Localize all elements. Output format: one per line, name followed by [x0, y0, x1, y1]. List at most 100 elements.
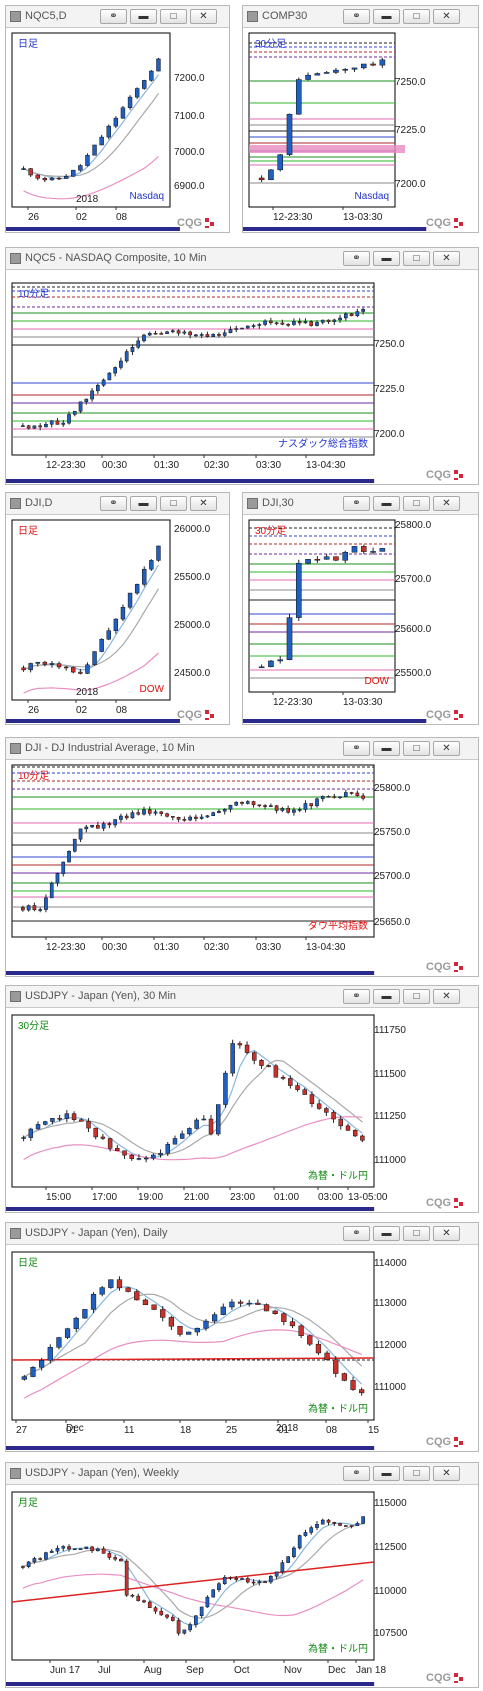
price-chart[interactable]: 26000.0 25500.0 25000.0 24500.0 26 02 08 日足 DOW 2…: [6, 516, 229, 724]
cqg-logo: CQG: [426, 709, 463, 721]
chart-plot[interactable]: 25800.0 25700.0 25600.0 25500.0 12-23:30 13-0…: [243, 516, 478, 724]
price-chart[interactable]: 111750 111500 111250 111000 15:00 17:00 19:00 2…: [6, 1009, 478, 1212]
price-chart[interactable]: 7250.0 7225.0 7200.0 12-23:30 13-03:30 30分足 Na…: [243, 29, 478, 232]
chart-plot[interactable]: 7250.0 7225.0 7200.0 12-23:30 13-03:30 30分足 Na…: [243, 29, 478, 232]
candle-body: [90, 1293, 97, 1310]
minimize-icon[interactable]: ▬: [373, 1466, 400, 1481]
chart-plot[interactable]: 7200.0 7100.0 7000.0 6900.0 26 02 08 日足 Nasdaq 20…: [6, 29, 229, 232]
window-titlebar[interactable]: USDJPY - Japan (Yen), Daily ⚭ ▬ □ ✕: [6, 1223, 478, 1245]
restore-icon[interactable]: □: [403, 741, 430, 756]
link-icon[interactable]: ⚭: [100, 9, 127, 24]
restore-icon[interactable]: □: [403, 9, 430, 24]
window-titlebar[interactable]: DJI,D ⚭ ▬ □ ✕: [6, 493, 229, 515]
price-chart[interactable]: 25800.0 25750.0 25700.0 25650.0 12-23:30 00:3…: [6, 761, 478, 976]
minimize-icon[interactable]: ▬: [373, 989, 400, 1004]
link-icon[interactable]: ⚭: [343, 741, 370, 756]
time-scrollbar[interactable]: [6, 971, 375, 975]
minimize-icon[interactable]: ▬: [373, 496, 400, 511]
chart-window-usdjpy-weekly[interactable]: USDJPY - Japan (Yen), Weekly ⚭ ▬ □ ✕ 115…: [5, 1462, 479, 1688]
minimize-icon[interactable]: ▬: [373, 741, 400, 756]
close-icon[interactable]: ✕: [433, 741, 460, 756]
close-icon[interactable]: ✕: [433, 251, 460, 266]
close-icon[interactable]: ✕: [433, 1466, 460, 1481]
link-icon[interactable]: ⚭: [343, 251, 370, 266]
candle-body: [341, 1373, 348, 1381]
candle-body: [42, 1121, 48, 1125]
link-icon[interactable]: ⚭: [343, 989, 370, 1004]
window-titlebar[interactable]: NQC5,D ⚭ ▬ □ ✕: [6, 6, 229, 28]
candle-body: [355, 792, 360, 797]
window-titlebar[interactable]: DJI,30 ⚭ ▬ □ ✕: [243, 493, 478, 515]
link-icon[interactable]: ⚭: [343, 9, 370, 24]
chart-plot[interactable]: 25800.0 25750.0 25700.0 25650.0 12-23:30 00:3…: [6, 761, 478, 976]
close-icon[interactable]: ✕: [433, 496, 460, 511]
cqg-logo: CQG: [177, 217, 214, 229]
cqg-logo-text: CQG: [426, 961, 451, 973]
minimize-icon[interactable]: ▬: [373, 9, 400, 24]
minimize-icon[interactable]: ▬: [373, 1226, 400, 1241]
y-axis-label: 113000: [374, 1298, 407, 1309]
time-scrollbar[interactable]: [6, 1446, 375, 1450]
chart-window-nqc5-10min[interactable]: NQC5 - NASDAQ Composite, 10 Min ⚭ ▬ □ ✕ …: [5, 247, 479, 485]
chart-plot[interactable]: 111750 111500 111250 111000 15:00 17:00 19:00 2…: [6, 1009, 478, 1212]
time-scrollbar[interactable]: [243, 227, 427, 231]
restore-icon[interactable]: □: [403, 1466, 430, 1481]
window-titlebar[interactable]: DJI - DJ Industrial Average, 10 Min ⚭ ▬ …: [6, 738, 478, 760]
link-icon[interactable]: ⚭: [343, 1466, 370, 1481]
chart-plot[interactable]: 115000 112500 110000 107500 Jun 17 Jul Aug Sep O…: [6, 1486, 478, 1687]
time-scrollbar[interactable]: [6, 227, 180, 231]
time-scrollbar[interactable]: [6, 1682, 375, 1686]
chart-plot[interactable]: 114000 113000 112000 111000 27 01 11 18 25 01 08 15…: [6, 1246, 478, 1451]
chart-window-comp30[interactable]: COMP30 ⚭ ▬ □ ✕ 7250.0 7225.0 7200.0 12-23:3…: [242, 5, 479, 233]
chart-window-nqc5-daily[interactable]: NQC5,D ⚭ ▬ □ ✕ 7200.0 7100.0 7000.0 6900.0 2…: [5, 5, 230, 233]
close-icon[interactable]: ✕: [190, 496, 217, 511]
minimize-icon[interactable]: ▬: [373, 251, 400, 266]
restore-icon[interactable]: □: [160, 9, 187, 24]
time-scrollbar[interactable]: [6, 719, 180, 723]
close-icon[interactable]: ✕: [433, 1226, 460, 1241]
close-icon[interactable]: ✕: [433, 9, 460, 24]
chart-window-dji30[interactable]: DJI,30 ⚭ ▬ □ ✕ 25800.0 25700.0 25600.0 2550…: [242, 492, 479, 725]
window-titlebar[interactable]: NQC5 - NASDAQ Composite, 10 Min ⚭ ▬ □ ✕: [6, 248, 478, 270]
link-icon[interactable]: ⚭: [100, 496, 127, 511]
moving-average-line: [23, 93, 159, 177]
window-titlebar[interactable]: USDJPY - Japan (Yen), 30 Min ⚭ ▬ □ ✕: [6, 986, 478, 1008]
window-titlebar[interactable]: USDJPY - Japan (Yen), Weekly ⚭ ▬ □ ✕: [6, 1463, 478, 1485]
chart-window-usdjpy-30min[interactable]: USDJPY - Japan (Yen), 30 Min ⚭ ▬ □ ✕ 111…: [5, 985, 479, 1213]
candle-body: [228, 329, 233, 334]
restore-icon[interactable]: □: [403, 251, 430, 266]
chart-window-usdjpy-daily[interactable]: USDJPY - Japan (Yen), Daily ⚭ ▬ □ ✕ 1140…: [5, 1222, 479, 1452]
time-scrollbar[interactable]: [243, 719, 427, 723]
link-icon[interactable]: ⚭: [343, 1226, 370, 1241]
candle-body: [269, 1575, 273, 1583]
cqg-logo-mark: [454, 470, 458, 474]
chart-window-dji-10min[interactable]: DJI - DJ Industrial Average, 10 Min ⚭ ▬ …: [5, 737, 479, 977]
chart-plot[interactable]: 7250.0 7225.0 7200.0 12-23:30 00:30 01:30 02:3…: [6, 271, 478, 484]
minimize-icon[interactable]: ▬: [130, 496, 157, 511]
time-scrollbar[interactable]: [6, 1207, 375, 1211]
chart-plot[interactable]: 26000.0 25500.0 25000.0 24500.0 26 02 08 日足 DOW 2…: [6, 516, 229, 724]
restore-icon[interactable]: □: [160, 496, 187, 511]
candle-body: [96, 384, 100, 392]
link-icon[interactable]: ⚭: [343, 496, 370, 511]
cqg-logo-mark: [459, 474, 463, 478]
close-icon[interactable]: ✕: [190, 9, 217, 24]
price-chart[interactable]: 115000 112500 110000 107500 Jun 17 Jul Aug Sep O…: [6, 1486, 478, 1687]
window-titlebar[interactable]: COMP30 ⚭ ▬ □ ✕: [243, 6, 478, 28]
restore-icon[interactable]: □: [403, 989, 430, 1004]
time-scrollbar[interactable]: [6, 479, 375, 483]
close-icon[interactable]: ✕: [433, 989, 460, 1004]
restore-icon[interactable]: □: [403, 1226, 430, 1241]
candle-body: [44, 424, 48, 428]
price-chart[interactable]: 7250.0 7225.0 7200.0 12-23:30 00:30 01:30 02:3…: [6, 271, 478, 484]
y-axis-label: 111750: [374, 1025, 406, 1036]
year-label: 2018: [276, 1423, 299, 1434]
price-chart[interactable]: 25800.0 25700.0 25600.0 25500.0 12-23:30 13-0…: [243, 516, 478, 724]
minimize-icon[interactable]: ▬: [130, 9, 157, 24]
cqg-logo-mark: [459, 1677, 463, 1681]
chart-window-dji-daily[interactable]: DJI,D ⚭ ▬ □ ✕ 26000.0 25500.0 25000.0 24500…: [5, 492, 230, 725]
x-axis-label: 01:30: [154, 460, 179, 471]
price-chart[interactable]: 7200.0 7100.0 7000.0 6900.0 26 02 08 日足 Nasdaq 20…: [6, 29, 229, 232]
restore-icon[interactable]: □: [403, 496, 430, 511]
price-chart[interactable]: 114000 113000 112000 111000 27 01 11 18 25 01 08 15…: [6, 1246, 478, 1451]
